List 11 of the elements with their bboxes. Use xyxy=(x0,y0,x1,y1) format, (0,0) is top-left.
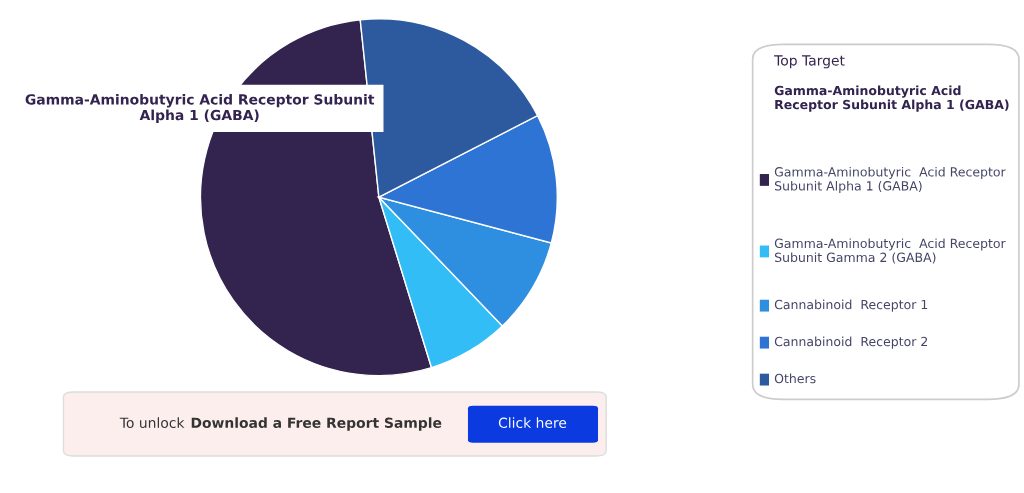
text: Download a Free Report Sample xyxy=(191,417,442,431)
text: Gamma-Aminobutyric Acid Receptor Subunit Alpha 1 (GABA) xyxy=(25,93,375,124)
text: Gamma-Aminobutyric Acid Receptor Subunit Alpha 1 (GABA) xyxy=(774,85,1009,112)
legend-label: Gamma-Aminobutyric Acid Receptor Subunit Alpha 1 (GABA) xyxy=(774,166,1006,193)
text: Click here xyxy=(498,417,567,429)
text: To unlock xyxy=(119,417,185,429)
text: Top Target xyxy=(774,55,845,69)
legend-label: Gamma-Aminobutyric Acid Receptor Subunit Gamma 2 (GABA) xyxy=(774,238,1006,264)
legend-label: Cannabinoid Receptor 2 xyxy=(774,336,928,349)
legend-label: Others xyxy=(774,373,816,384)
legend-label: Cannabinoid Receptor 1 xyxy=(774,299,928,312)
